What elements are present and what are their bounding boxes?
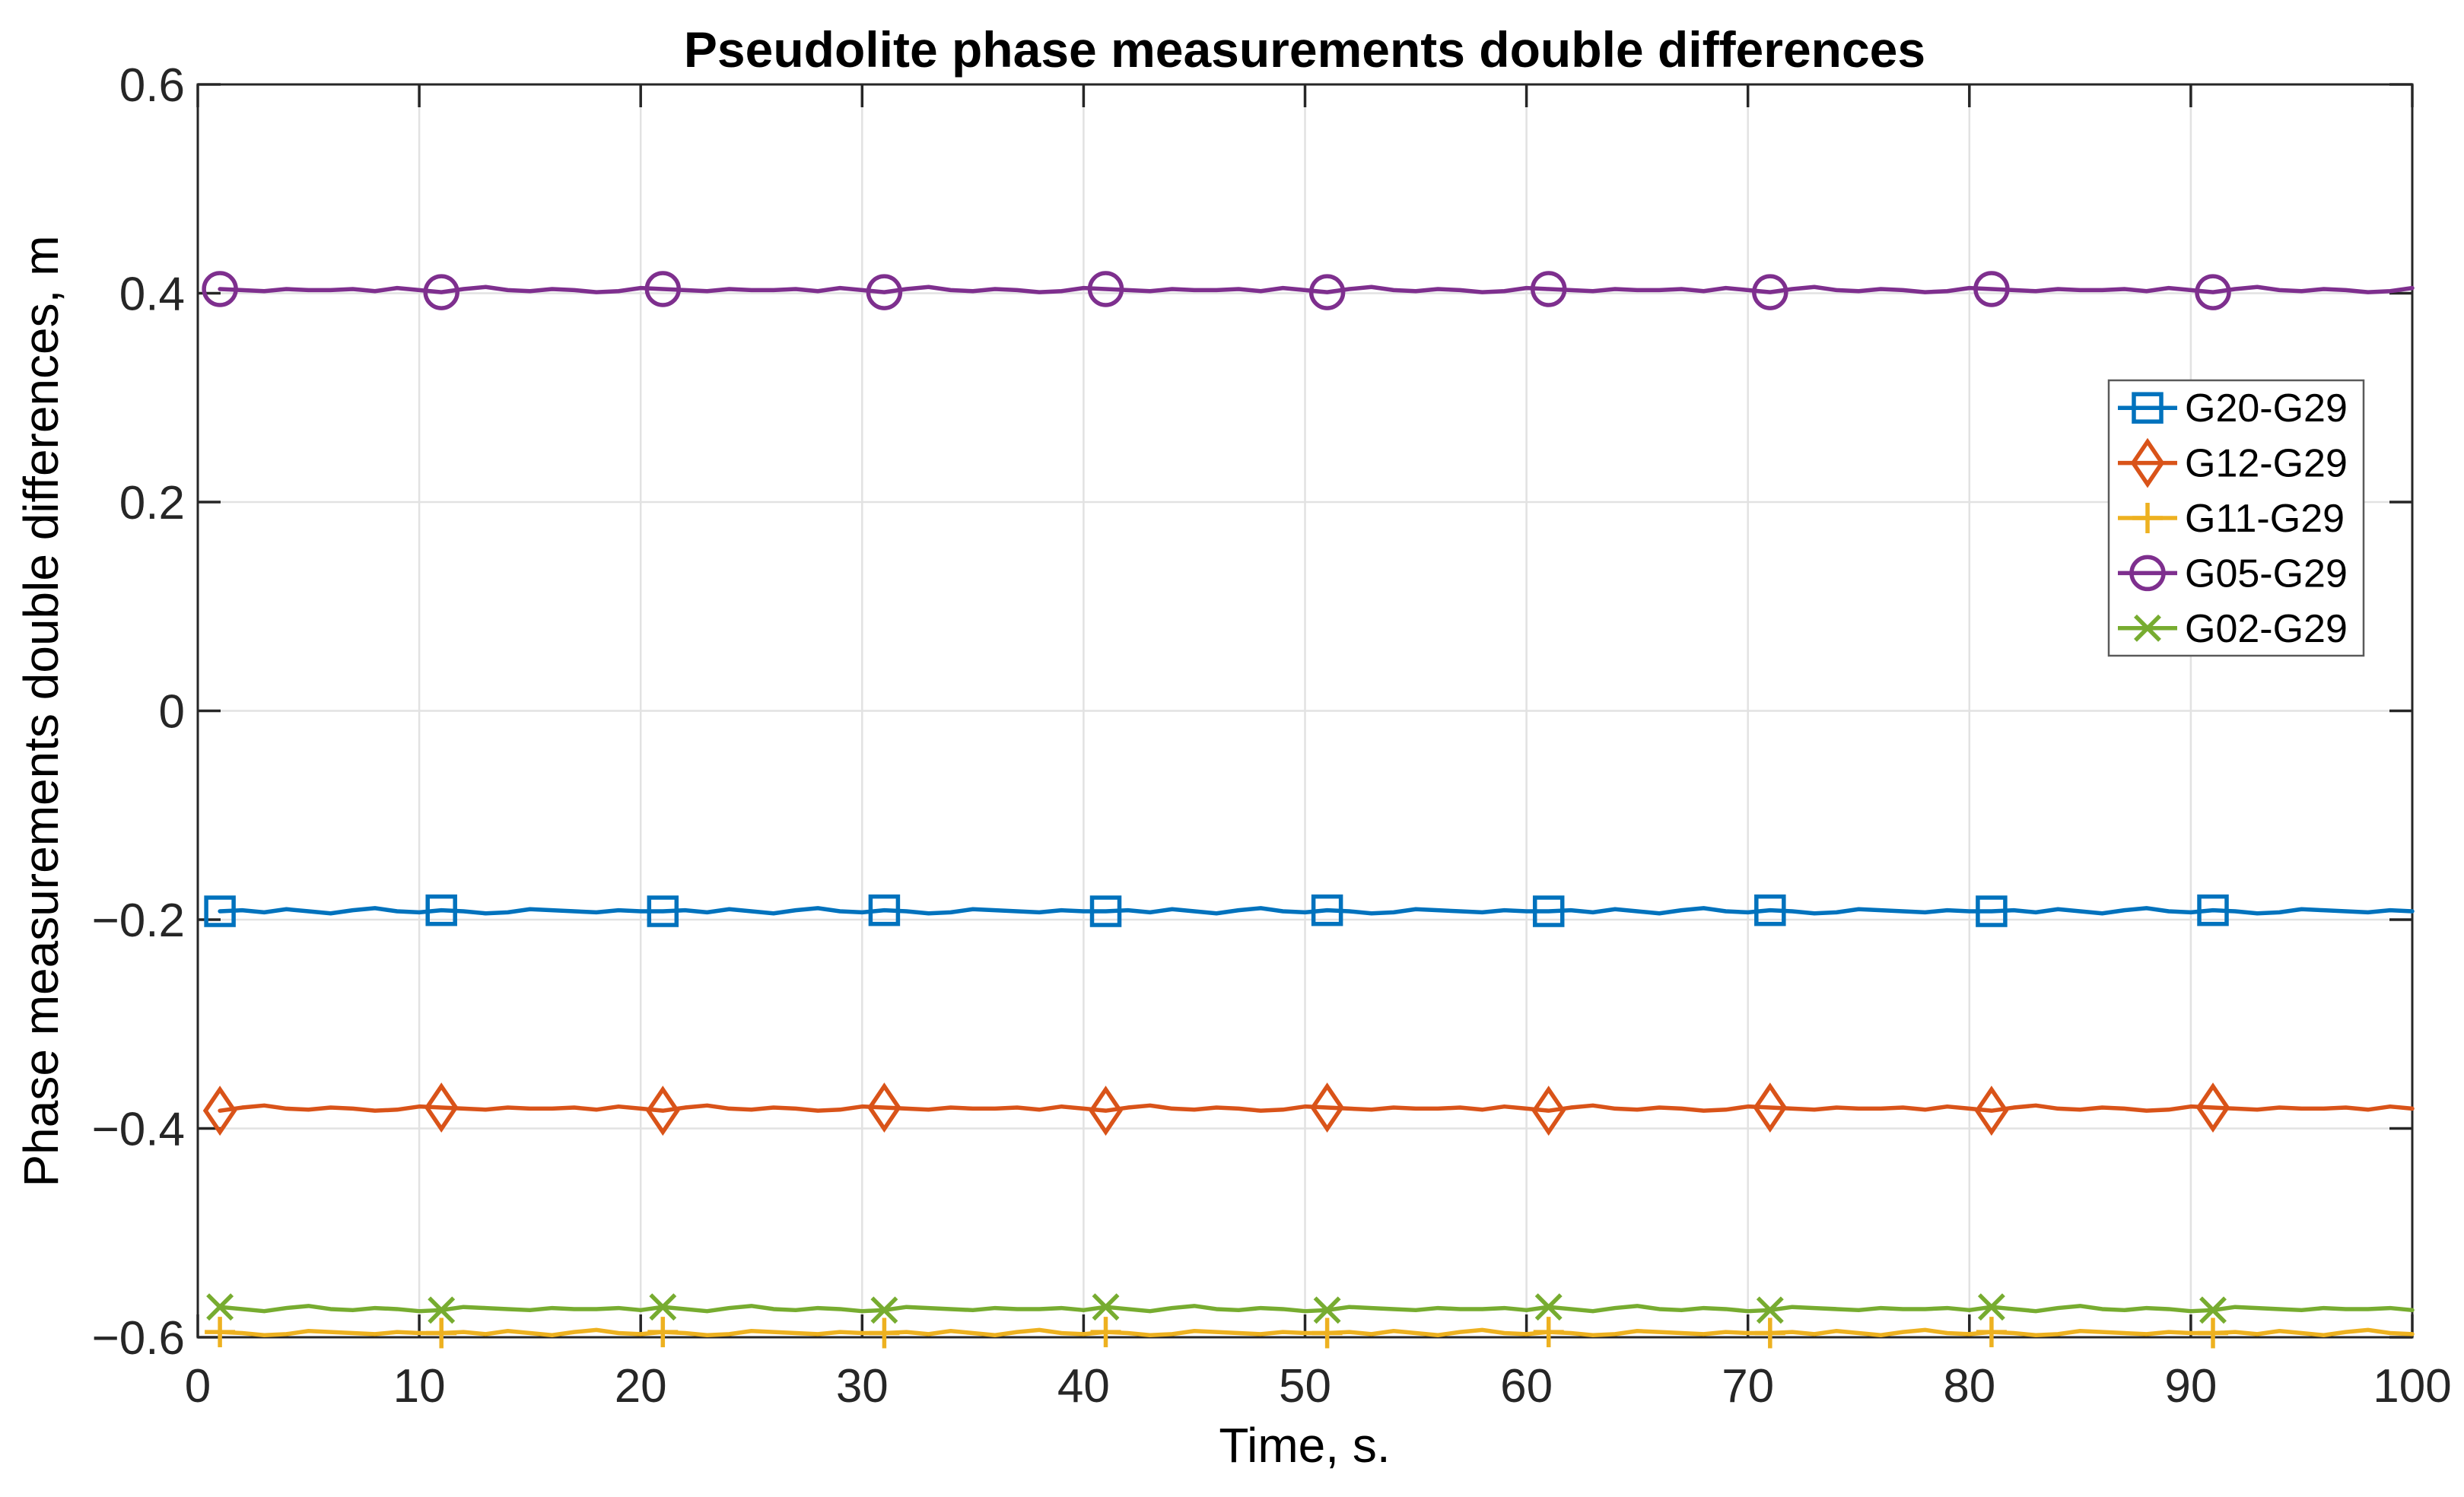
- x-marker-icon: [870, 1296, 898, 1324]
- square-marker-icon: [425, 894, 457, 926]
- square-marker-icon: [2197, 894, 2229, 926]
- x-tick-label: 60: [1500, 1360, 1553, 1413]
- x-marker-icon: [649, 1293, 677, 1321]
- x-tick-label: 10: [393, 1360, 446, 1413]
- legend-label: G20-G29: [2185, 386, 2348, 431]
- diamond-marker-icon: [867, 1082, 901, 1133]
- y-tick-label: 0: [159, 686, 185, 739]
- circle-marker-icon: [1530, 271, 1567, 307]
- x-marker-icon: [1534, 1293, 1563, 1321]
- series-line-G02-G29: [218, 1304, 2415, 1314]
- circle-marker-icon: [866, 274, 903, 310]
- square-marker-icon: [1532, 895, 1565, 927]
- y-tick-label: −0.4: [92, 1104, 185, 1156]
- diamond-marker-icon: [1089, 1085, 1123, 1136]
- axes-box-border: [196, 83, 2414, 1339]
- circle-marker-icon: [423, 274, 459, 310]
- x-tick-label: 0: [185, 1360, 211, 1413]
- axes-box: [196, 83, 2414, 1339]
- square-marker-icon: [1311, 894, 1343, 926]
- diamond-marker-icon: [202, 1085, 237, 1136]
- x-tick-label: 100: [2373, 1360, 2451, 1413]
- square-marker-icon: [647, 895, 679, 927]
- x-marker-icon: [428, 1296, 456, 1324]
- x-marker-icon: [2199, 1296, 2227, 1324]
- circle-marker-icon: [1087, 271, 1124, 307]
- grid-layer: [196, 83, 2414, 1339]
- x-marker-icon: [206, 1293, 234, 1321]
- circle-marker-icon: [1308, 274, 1346, 310]
- x-marker-icon: [1313, 1296, 1341, 1324]
- square-marker-icon: [1976, 895, 2008, 927]
- chart-title: Pseudolite phase measurements double dif…: [684, 21, 1925, 78]
- x-tick-label: 50: [1279, 1360, 1331, 1413]
- diamond-marker-icon: [1974, 1085, 2009, 1136]
- circle-marker-icon: [2195, 274, 2231, 310]
- square-marker-icon: [868, 894, 901, 926]
- diamond-marker-icon: [2130, 437, 2165, 488]
- circle-marker-icon: [1973, 271, 2010, 307]
- y-axis-label: Phase measurements double differences, m: [14, 235, 68, 1187]
- y-tick-label: −0.2: [92, 895, 185, 947]
- x-marker-icon: [1977, 1293, 2005, 1321]
- diamond-marker-icon: [1310, 1082, 1344, 1133]
- x-tick-label: 70: [1722, 1360, 1774, 1413]
- series-line-G20-G29: [218, 906, 2415, 916]
- diamond-marker-icon: [2195, 1082, 2230, 1133]
- legend-label: G11-G29: [2185, 497, 2345, 541]
- legend: G20-G29 G12-G29 G11-G29 G05-G29 G02-G29: [2107, 379, 2365, 657]
- x-tick-label: 40: [1057, 1360, 1110, 1413]
- square-marker-icon: [1089, 895, 1122, 927]
- circle-marker-icon: [644, 271, 682, 307]
- tick-label-layer: 0 10 20 30 40 50 60 70 80 90 100 −0.6 −0.4 −0.2 0 0.2 0.…: [92, 59, 2452, 1413]
- y-tick-label: 0.6: [119, 59, 185, 112]
- x-tick-label: 20: [615, 1360, 667, 1413]
- square-marker-icon: [1754, 894, 1786, 926]
- square-marker-icon: [2132, 392, 2164, 424]
- x-marker-icon: [2134, 614, 2161, 642]
- series-line-G12-G29: [218, 1103, 2415, 1113]
- circle-marker-icon: [1752, 274, 1788, 310]
- series-layer: [218, 284, 2415, 1338]
- diamond-marker-icon: [1753, 1082, 1788, 1133]
- x-axis-label: Time, s.: [1219, 1418, 1390, 1473]
- diamond-marker-icon: [645, 1085, 680, 1136]
- x-marker-icon: [1756, 1296, 1784, 1324]
- square-marker-icon: [204, 895, 236, 927]
- diamond-marker-icon: [424, 1082, 459, 1133]
- legend-label: G05-G29: [2185, 551, 2348, 596]
- marker-layer: [202, 271, 2231, 1349]
- legend-label: G02-G29: [2185, 607, 2348, 651]
- y-tick-label: −0.6: [92, 1312, 185, 1365]
- y-tick-label: 0.4: [119, 269, 185, 321]
- circle-marker-icon: [202, 271, 238, 307]
- x-tick-label: 90: [2164, 1360, 2217, 1413]
- x-marker-icon: [1092, 1293, 1120, 1321]
- series-line-G05-G29: [218, 284, 2415, 294]
- x-tick-label: 80: [1943, 1360, 1995, 1413]
- y-tick-label: 0.2: [119, 477, 185, 529]
- circle-marker-icon: [2129, 555, 2166, 592]
- x-tick-label: 30: [836, 1360, 889, 1413]
- legend-label: G12-G29: [2185, 442, 2348, 486]
- diamond-marker-icon: [1531, 1085, 1566, 1136]
